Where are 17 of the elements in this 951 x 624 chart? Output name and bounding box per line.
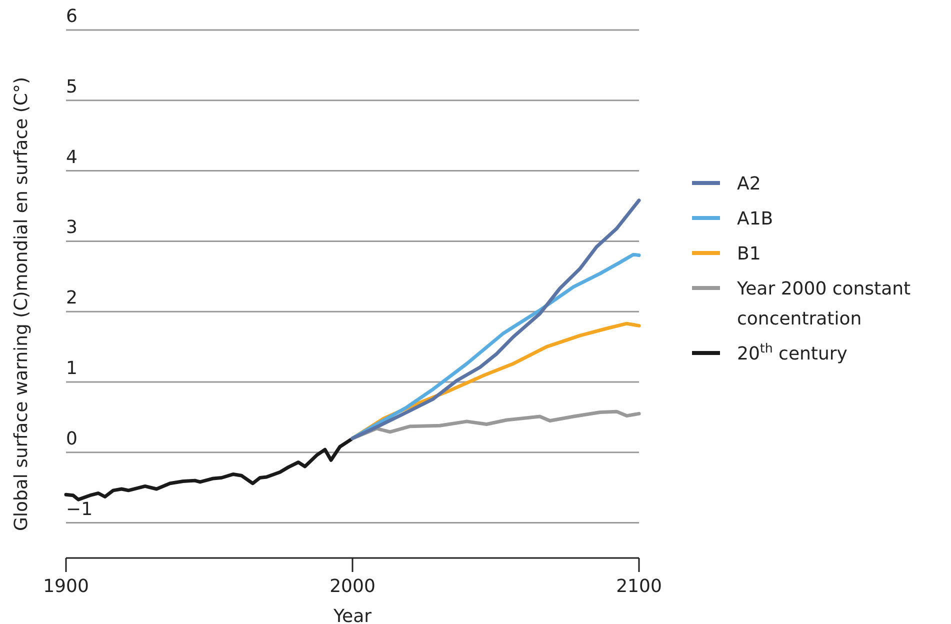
legend-label: A1B bbox=[737, 208, 774, 230]
y-tick-label: 5 bbox=[66, 76, 78, 98]
legend-label: A2 bbox=[737, 173, 761, 194]
legend-label: 20$^{th}$ century bbox=[737, 340, 848, 364]
y-tick-label: 1 bbox=[66, 358, 78, 379]
y-axis-title: Global surface warning (C)mondial en surface (C°) bbox=[11, 77, 32, 531]
y-tick-label: 4 bbox=[66, 146, 78, 168]
x-axis-title: Year bbox=[332, 606, 372, 624]
y-tick-label: 0 bbox=[66, 428, 78, 450]
x-tick-label: 1900 bbox=[43, 576, 89, 597]
x-tick-label: 2000 bbox=[330, 576, 376, 597]
y-tick-label: 3 bbox=[66, 217, 78, 238]
y-tick-label: 6 bbox=[66, 6, 78, 27]
legend-label: B1 bbox=[737, 243, 761, 264]
y-tick-label: −1 bbox=[66, 498, 93, 520]
y-tick-label: 2 bbox=[66, 288, 78, 309]
x-tick-label: 2100 bbox=[616, 576, 662, 597]
